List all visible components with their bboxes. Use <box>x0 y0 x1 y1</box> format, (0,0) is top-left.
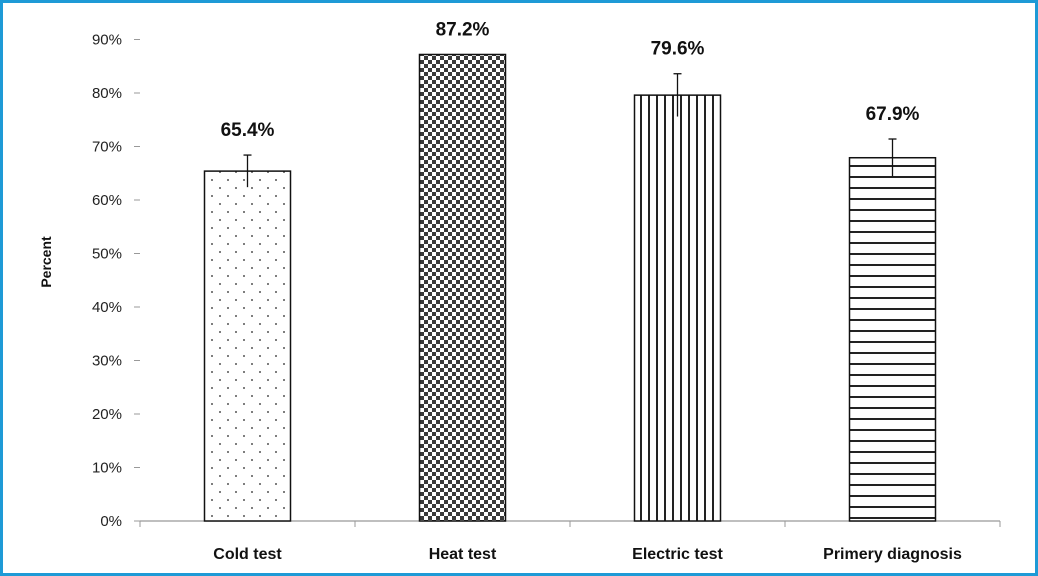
y-tick-label: 30% <box>92 353 122 370</box>
y-tick-label: 10% <box>92 460 122 477</box>
y-tick-label: 80% <box>92 85 122 102</box>
bars <box>203 53 937 522</box>
y-tick-label: 90% <box>92 32 122 49</box>
y-tick-label: 70% <box>92 139 122 156</box>
y-tick-label: 50% <box>92 246 122 263</box>
data-labels: 65.4% 87.2% 79.6% 67.9% <box>221 19 920 141</box>
x-axis-categories: Cold test Heat test Electric test Primery d… <box>139 521 1001 563</box>
error-bars <box>243 73 897 188</box>
x-category-electric-test: Electric test <box>632 546 723 563</box>
data-label-cold-test: 65.4% <box>221 120 275 141</box>
y-tick-label: 20% <box>92 406 122 423</box>
y-tick-label: 60% <box>92 192 122 209</box>
x-category-heat-test: Heat test <box>429 546 497 563</box>
y-tick-label: 0% <box>100 513 122 530</box>
data-label-heat-test: 87.2% <box>436 19 490 40</box>
y-axis-label: Percent <box>38 236 54 288</box>
bar-cold-test <box>203 170 292 522</box>
data-label-electric-test: 79.6% <box>651 39 705 60</box>
x-category-cold-test: Cold test <box>213 546 282 563</box>
bar-electric-test <box>633 94 722 522</box>
x-category-primery-diagnosis: Primery diagnosis <box>823 546 962 563</box>
y-tick-label: 40% <box>92 299 122 316</box>
bar-primery-diagnosis <box>848 156 937 522</box>
y-axis-ticks: 0% 10% 20% 30% 40% 50% 60% 70% 80% 90% <box>92 32 140 530</box>
data-label-primery-diagnosis: 67.9% <box>866 104 920 125</box>
bar-heat-test <box>418 53 507 522</box>
